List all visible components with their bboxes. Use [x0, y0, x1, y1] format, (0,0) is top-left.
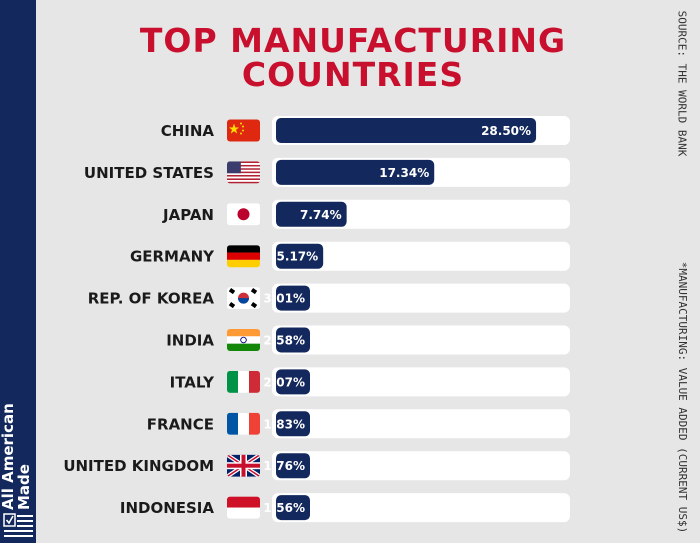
category-label: REP. OF KOREA [88, 290, 215, 308]
chart-title-line-2: COUNTRIES [241, 55, 465, 94]
bar-row: UNITED KINGDOM 1.76% [63, 451, 570, 481]
japan-flag-icon [227, 203, 260, 226]
category-label: INDONESIA [120, 499, 215, 517]
bar-row: INDIA 2.58% [166, 325, 570, 355]
category-label: ITALY [170, 373, 215, 391]
value-label: 17.34% [379, 166, 429, 180]
value-label: 2.58% [263, 334, 305, 348]
source-note: SOURCE: THE WORLD BANK [675, 10, 689, 157]
italy-flag-icon [227, 370, 260, 393]
uk-flag-icon [227, 454, 260, 477]
bar-row: INDONESIA 1.56% [120, 493, 570, 523]
brand-flag-icon [3, 513, 33, 537]
bar-row: JAPAN 7.74% [162, 199, 570, 229]
value-label: 2.07% [263, 375, 305, 389]
footnote: *MANUFACTURING: VALUE ADDED (CURRENT US$… [676, 261, 689, 534]
bar [276, 495, 310, 521]
bar-track [272, 367, 570, 397]
bar-row: REP. OF KOREA 3.01% [88, 283, 570, 313]
bar-track [272, 493, 570, 523]
category-label: GERMANY [130, 248, 215, 266]
china-flag-icon [227, 119, 260, 142]
category-label: UNITED KINGDOM [63, 457, 214, 475]
category-label: JAPAN [162, 206, 214, 224]
category-label: UNITED STATES [84, 164, 214, 182]
bar-row: CHINA 28.50% [161, 116, 570, 145]
bar-row: UNITED STATES 17.34% [84, 157, 570, 187]
value-label: 3.01% [263, 292, 305, 306]
usa-flag-icon [227, 161, 260, 184]
bar-track [272, 409, 570, 439]
category-label: INDIA [166, 332, 214, 350]
bar-row: FRANCE 1.83% [147, 409, 570, 439]
indonesia-flag-icon [227, 496, 260, 519]
south-korea-flag-icon [227, 287, 260, 310]
chart-title-line-1: TOP MANUFACTURING [139, 21, 567, 60]
value-label: 5.17% [277, 250, 319, 264]
bar [276, 411, 310, 437]
bar [276, 453, 310, 479]
value-label: 1.83% [263, 417, 305, 431]
brand-sidebar: All American Made [0, 0, 36, 543]
category-label: CHINA [161, 122, 215, 140]
bar [276, 159, 435, 185]
bar [276, 243, 324, 269]
germany-flag-icon [227, 245, 260, 268]
bar [276, 285, 310, 311]
bar-track [272, 325, 570, 355]
bar [276, 369, 310, 395]
value-label: 1.56% [263, 501, 305, 515]
france-flag-icon [227, 412, 260, 435]
value-label: 7.74% [300, 208, 342, 222]
category-label: FRANCE [147, 415, 214, 433]
bar-track [272, 241, 570, 271]
value-label: 28.50% [481, 124, 531, 138]
bar-track [272, 451, 570, 481]
bar-row: GERMANY 5.17% [130, 241, 570, 271]
bar [276, 327, 310, 353]
india-flag-icon [227, 329, 260, 351]
bar-row: ITALY 2.07% [170, 367, 570, 397]
bar [276, 118, 537, 143]
value-label: 1.76% [263, 459, 305, 473]
bar [276, 201, 347, 227]
bar-track [272, 283, 570, 313]
